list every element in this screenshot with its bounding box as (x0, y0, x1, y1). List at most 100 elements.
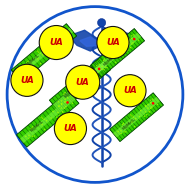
Circle shape (47, 51, 48, 52)
Circle shape (128, 40, 130, 41)
Circle shape (58, 40, 59, 42)
Circle shape (112, 51, 114, 53)
Circle shape (101, 66, 103, 67)
Polygon shape (69, 30, 102, 51)
Circle shape (145, 105, 147, 107)
Text: UA: UA (63, 124, 77, 133)
Circle shape (65, 106, 67, 107)
Circle shape (105, 67, 106, 68)
Circle shape (144, 115, 145, 117)
Circle shape (146, 114, 147, 115)
Circle shape (92, 74, 94, 75)
Circle shape (59, 115, 60, 116)
Circle shape (64, 107, 65, 109)
Circle shape (131, 43, 132, 45)
Circle shape (64, 101, 66, 103)
Circle shape (90, 81, 92, 82)
Circle shape (28, 135, 30, 136)
Circle shape (130, 47, 131, 49)
Circle shape (36, 50, 38, 52)
Polygon shape (102, 30, 135, 51)
Circle shape (149, 111, 150, 113)
Circle shape (41, 124, 43, 125)
Text: Ni@MnO₂: Ni@MnO₂ (103, 52, 118, 66)
Circle shape (46, 120, 47, 122)
Circle shape (52, 111, 54, 112)
Polygon shape (102, 37, 123, 46)
Circle shape (61, 104, 63, 105)
Circle shape (61, 111, 63, 112)
Circle shape (67, 97, 68, 99)
Polygon shape (94, 33, 141, 73)
Circle shape (64, 92, 66, 93)
Circle shape (131, 121, 133, 123)
Circle shape (120, 51, 121, 53)
Circle shape (150, 102, 151, 104)
Circle shape (39, 26, 73, 60)
Circle shape (72, 102, 73, 104)
Circle shape (49, 44, 50, 46)
Circle shape (93, 70, 94, 72)
Circle shape (66, 101, 69, 104)
Circle shape (147, 104, 149, 105)
Circle shape (74, 90, 75, 91)
Circle shape (125, 51, 126, 53)
Circle shape (104, 58, 105, 60)
Circle shape (97, 72, 98, 74)
Circle shape (29, 70, 30, 71)
Circle shape (42, 54, 43, 55)
Text: UA: UA (106, 38, 120, 47)
Polygon shape (15, 28, 73, 78)
Circle shape (90, 72, 92, 73)
Circle shape (7, 7, 183, 182)
Circle shape (42, 118, 43, 119)
Circle shape (126, 47, 127, 48)
Circle shape (61, 34, 63, 36)
Circle shape (73, 82, 74, 84)
Circle shape (76, 94, 78, 96)
Circle shape (120, 133, 122, 134)
Circle shape (58, 37, 59, 38)
Circle shape (26, 62, 27, 64)
Circle shape (152, 98, 154, 100)
Circle shape (121, 46, 123, 47)
Circle shape (50, 117, 52, 119)
Circle shape (76, 85, 77, 86)
Circle shape (96, 68, 97, 69)
Circle shape (131, 38, 133, 39)
Circle shape (82, 83, 84, 85)
Circle shape (128, 43, 130, 45)
Circle shape (32, 126, 33, 128)
Circle shape (40, 116, 42, 118)
Circle shape (59, 105, 60, 107)
Circle shape (25, 136, 27, 137)
Circle shape (27, 61, 29, 62)
Circle shape (63, 93, 65, 95)
Circle shape (64, 30, 66, 32)
Circle shape (130, 114, 131, 116)
Circle shape (123, 122, 124, 124)
Polygon shape (11, 24, 77, 82)
Polygon shape (91, 29, 145, 77)
Circle shape (145, 111, 146, 113)
Polygon shape (113, 97, 160, 138)
Text: Ni@MnO₂: Ni@MnO₂ (30, 118, 45, 132)
Circle shape (40, 53, 41, 54)
Circle shape (147, 107, 149, 109)
Circle shape (52, 50, 54, 52)
Circle shape (135, 118, 136, 119)
Circle shape (134, 126, 135, 127)
Text: Ni@MnO₂: Ni@MnO₂ (121, 116, 137, 130)
Circle shape (37, 58, 39, 60)
Circle shape (98, 38, 105, 45)
Circle shape (55, 39, 57, 40)
Circle shape (56, 116, 57, 118)
Circle shape (145, 105, 146, 107)
Circle shape (20, 70, 22, 72)
Circle shape (74, 83, 75, 85)
Circle shape (66, 65, 100, 99)
Circle shape (38, 51, 39, 53)
Circle shape (95, 74, 97, 75)
Circle shape (103, 60, 104, 61)
Circle shape (112, 57, 114, 58)
